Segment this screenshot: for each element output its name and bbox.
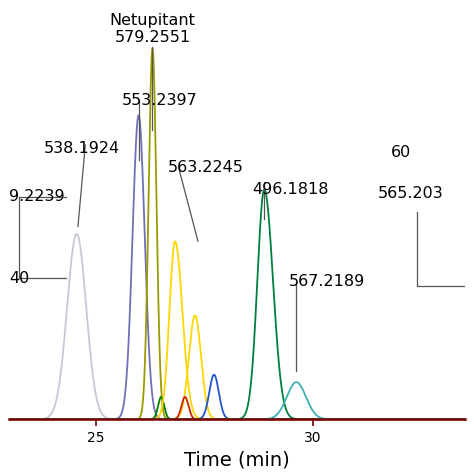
Text: 60: 60: [391, 145, 411, 160]
Text: 496.1818: 496.1818: [252, 182, 328, 197]
Text: Netupitant
579.2551: Netupitant 579.2551: [109, 12, 195, 45]
Text: 567.2189: 567.2189: [289, 274, 365, 290]
Text: 538.1924: 538.1924: [44, 141, 120, 156]
Text: 40: 40: [9, 271, 30, 286]
Text: 563.2245: 563.2245: [168, 160, 244, 174]
X-axis label: Time (min): Time (min): [184, 451, 290, 470]
Text: 553.2397: 553.2397: [122, 93, 198, 108]
Text: 9.2239: 9.2239: [9, 189, 65, 204]
Text: 565.203: 565.203: [378, 185, 444, 201]
